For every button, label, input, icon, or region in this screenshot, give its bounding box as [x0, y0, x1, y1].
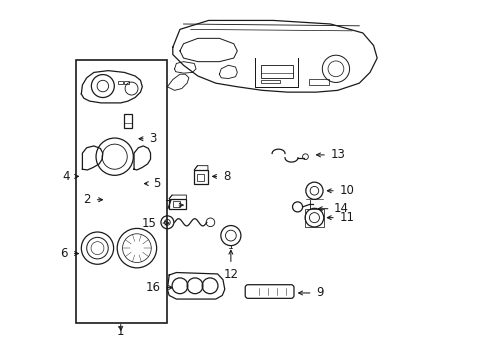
Text: 2: 2 [83, 193, 91, 206]
Text: 8: 8 [223, 170, 230, 183]
Text: 3: 3 [149, 132, 157, 145]
Bar [260, 80, 280, 83]
Text: 5: 5 [153, 177, 160, 190]
Bar [169, 199, 186, 210]
Bar [194, 170, 207, 184]
Text: 7: 7 [165, 199, 172, 212]
Text: 6: 6 [61, 247, 68, 260]
Bar [118, 81, 122, 84]
Bar [124, 81, 129, 84]
Bar [304, 209, 324, 226]
Text: 4: 4 [62, 170, 69, 183]
Text: 13: 13 [330, 148, 345, 161]
Text: 10: 10 [339, 184, 354, 197]
Text: 14: 14 [333, 202, 348, 215]
Bar [172, 201, 180, 207]
Bar [308, 78, 328, 85]
Bar [124, 114, 132, 128]
Text: 16: 16 [145, 281, 160, 294]
Text: 9: 9 [316, 287, 323, 300]
Text: 11: 11 [339, 211, 354, 224]
Text: 12: 12 [223, 268, 238, 281]
Text: 15: 15 [142, 216, 156, 230]
Text: 1: 1 [117, 325, 124, 338]
Bar [260, 65, 292, 78]
Bar [197, 174, 204, 181]
Bar [76, 60, 167, 323]
